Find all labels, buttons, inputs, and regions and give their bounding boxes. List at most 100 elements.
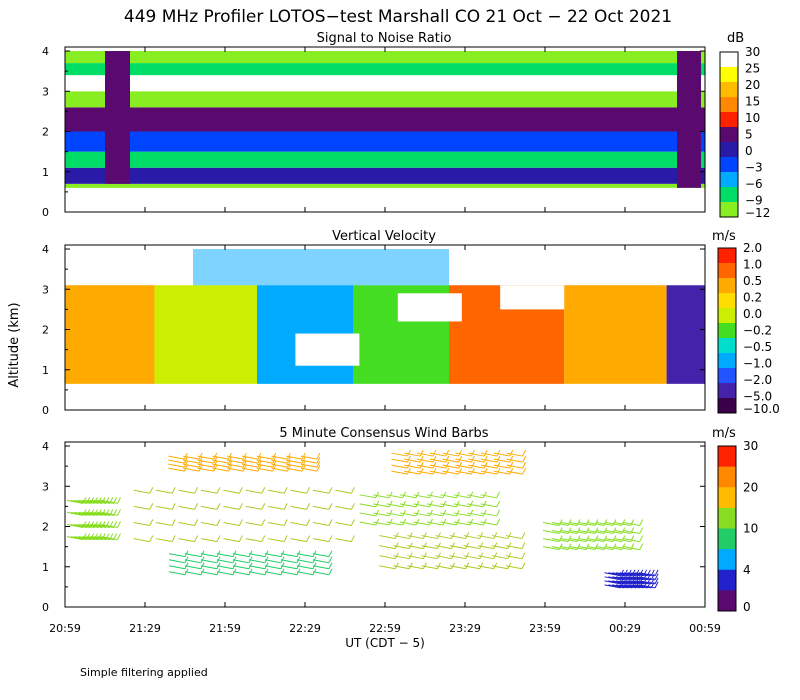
wind-barb — [463, 535, 480, 540]
wind-barb — [416, 464, 434, 469]
wind-barb-flag — [612, 535, 617, 542]
wind-barb-flag — [328, 556, 333, 563]
wind-barb — [223, 521, 240, 526]
colorbar-swatch — [720, 157, 738, 173]
wind-barb-flag — [458, 449, 463, 457]
wind-barb-flag — [149, 503, 154, 510]
wind-barb-flag — [483, 467, 488, 475]
wind-barb-flag — [419, 461, 424, 469]
colorbar-swatch — [720, 97, 738, 113]
wind-barb — [223, 538, 240, 543]
wind-barb-flag — [328, 535, 333, 542]
wind-barb — [86, 499, 103, 504]
wind-barb-flag — [171, 503, 176, 510]
wind-barb — [404, 458, 421, 463]
wind-barb — [82, 499, 99, 504]
wind-barb — [156, 505, 173, 510]
figure-title: 449 MHz Profiler LOTOS−test Marshall CO … — [124, 7, 672, 27]
wind-barb-flag — [350, 487, 355, 494]
colorbar-label: 30 — [743, 439, 758, 453]
wind-barb — [200, 553, 218, 558]
wind-barb-flag — [469, 500, 474, 508]
wind-barb — [413, 494, 430, 499]
colorbar-swatch — [718, 383, 736, 399]
wind-barb — [97, 536, 114, 541]
wind-barb — [578, 530, 596, 535]
wind-barb-flag — [603, 527, 608, 534]
wind-barb — [619, 584, 636, 589]
wind-barb-flag — [238, 519, 243, 526]
snr-column-left — [105, 51, 130, 184]
colorbar-label: 0.2 — [743, 291, 762, 305]
snr-band-5 — [65, 91, 705, 108]
wind-barb — [491, 565, 508, 570]
wind-barb — [182, 467, 200, 472]
wind-barb — [407, 565, 424, 570]
wind-barb — [245, 521, 262, 526]
wind-barb — [373, 521, 390, 526]
wind-barb — [578, 538, 596, 543]
x-tick-label: 21:59 — [209, 622, 241, 635]
wind-barb-flag — [316, 456, 321, 464]
wind-barb-flag — [458, 455, 463, 463]
wind-barb — [421, 545, 438, 550]
colorbar-swatch — [718, 569, 736, 591]
colorbar-swatch — [718, 466, 736, 488]
colorbar-label: 10 — [745, 111, 760, 125]
wind-barb — [184, 571, 202, 576]
wind-barb-flag — [483, 455, 488, 463]
wind-barb — [605, 530, 622, 535]
vv-colorbar-unit: m/s — [712, 229, 736, 244]
wind-barb-flag — [316, 452, 321, 460]
wind-barb — [290, 489, 307, 494]
colorbar-label: −5.0 — [743, 390, 772, 404]
wind-barb — [86, 536, 103, 541]
wind-barb-flag — [567, 543, 572, 550]
wind-barb — [605, 538, 622, 543]
snr-column-right — [677, 51, 701, 188]
wind-barb — [200, 505, 218, 510]
wind-barb — [178, 538, 195, 543]
wind-barb-flag — [482, 500, 487, 508]
wind-barb — [101, 511, 118, 516]
wind-barb-flag — [257, 452, 262, 460]
colorbar-label: 20 — [745, 78, 760, 92]
wind-barb-flag — [149, 487, 154, 494]
wind-barb — [268, 489, 285, 494]
colorbar-frame — [717, 445, 737, 612]
wind-barb — [623, 521, 640, 526]
wind-barb-flag — [470, 461, 475, 469]
wind-barb — [615, 572, 633, 577]
wind-barb — [178, 505, 195, 510]
wind-barb — [232, 565, 250, 570]
wind-barb-flag — [388, 491, 393, 499]
y-tick-label: 2 — [42, 126, 49, 139]
wind-barb — [286, 459, 303, 464]
wind-barb — [623, 538, 640, 543]
wind-barb — [416, 470, 434, 475]
wind-barb — [477, 555, 494, 560]
wind-barb-flag — [257, 460, 262, 468]
wind-barb — [453, 494, 470, 499]
wind-barb — [429, 470, 446, 475]
y-tick-label: 2 — [42, 324, 49, 337]
y-tick-label: 1 — [42, 364, 49, 377]
wind-barb — [227, 459, 244, 464]
wind-barb — [542, 546, 560, 551]
wind-barb — [614, 538, 631, 543]
wind-barb — [216, 571, 234, 576]
wind-barb — [89, 511, 107, 516]
colorbar-swatch — [720, 202, 738, 218]
wind-barb-flag — [522, 455, 527, 463]
wind-barb-flag — [415, 509, 420, 517]
snr-colorbar-unit: dB — [727, 31, 744, 46]
wind-barb — [101, 524, 118, 528]
wind-barb-flag — [432, 467, 437, 475]
wind-barb — [551, 521, 569, 526]
wind-barb — [608, 572, 625, 577]
wind-barb — [627, 580, 644, 585]
wind-barb-flag — [213, 464, 218, 472]
wind-barb-flag — [442, 491, 447, 499]
wind-barb — [631, 580, 648, 585]
wind-barb — [477, 565, 494, 570]
